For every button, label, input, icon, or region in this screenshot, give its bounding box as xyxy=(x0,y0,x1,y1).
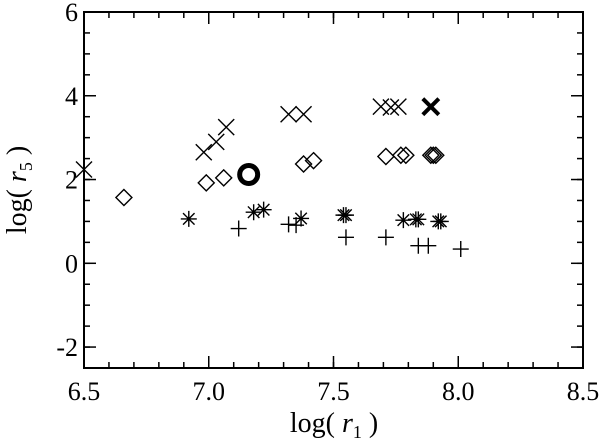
diamond-marker xyxy=(304,151,323,170)
plus-marker xyxy=(288,217,305,234)
x-marker xyxy=(295,105,313,123)
x-tick-label: 7.5 xyxy=(317,377,350,406)
plus-marker xyxy=(337,229,354,246)
plus-marker xyxy=(452,241,469,258)
asterisk-marker xyxy=(395,212,412,229)
plus-marker xyxy=(230,220,247,237)
x-marker xyxy=(217,118,235,136)
diamond-marker xyxy=(294,155,313,174)
plus-marker xyxy=(377,229,394,246)
diamond-marker xyxy=(197,173,216,192)
x-marker xyxy=(421,97,441,117)
y-tick-label: 4 xyxy=(65,82,78,111)
asterisk-marker xyxy=(180,210,197,227)
x-marker xyxy=(75,160,93,178)
diamond-marker xyxy=(114,188,133,207)
x-marker xyxy=(389,98,407,116)
x-tick-label: 8.5 xyxy=(567,377,600,406)
plus-marker xyxy=(280,216,297,233)
x-marker xyxy=(207,133,225,151)
diamond-marker xyxy=(376,147,395,166)
x-marker xyxy=(382,98,400,116)
x-marker xyxy=(280,105,298,123)
x-tick-label: 8.0 xyxy=(442,377,475,406)
tick-labels: 6.5 7.0 7.5 8.0 8.5 -2 0 2 4 6 xyxy=(56,0,599,406)
asterisk-marker xyxy=(432,213,449,230)
plus-marker xyxy=(420,237,437,254)
diamond-marker xyxy=(421,146,440,165)
diamond-marker xyxy=(214,168,233,187)
diamond-marker xyxy=(391,146,410,165)
x-axis-label: log( r1 ) xyxy=(290,408,378,442)
plot-frame xyxy=(83,11,584,369)
asterisk-marker xyxy=(293,210,310,227)
diamond-marker xyxy=(426,146,445,165)
asterisk-marker xyxy=(245,204,262,221)
diamond-marker xyxy=(424,146,443,165)
y-tick-label: -2 xyxy=(56,333,78,362)
x-tick-label: 7.0 xyxy=(193,377,226,406)
asterisk-marker xyxy=(337,207,354,224)
asterisk-marker xyxy=(410,211,427,228)
data-markers xyxy=(75,97,469,258)
y-axis-label: log( r5 ) xyxy=(2,146,36,234)
diamond-marker xyxy=(396,146,415,165)
y-tick-label: 6 xyxy=(65,0,78,27)
axis-ticks xyxy=(83,11,584,369)
x-tick-label: 6.5 xyxy=(68,377,101,406)
circle-marker xyxy=(237,163,261,187)
y-tick-label: 2 xyxy=(65,166,78,195)
x-marker xyxy=(195,143,213,161)
y-tick-label: 0 xyxy=(65,249,78,278)
asterisk-marker xyxy=(255,201,272,218)
